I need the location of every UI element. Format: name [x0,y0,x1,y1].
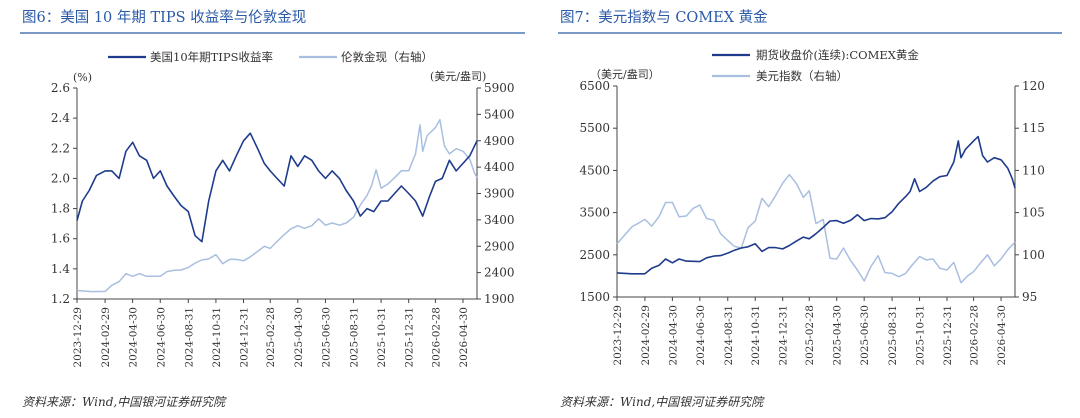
right-chart-series [616,135,1016,284]
right-chart-x-tick-label: 2024-08-31 [723,305,735,366]
right-chart-left-tick-label: 1500 [579,290,610,304]
left-chart-x-tick-label: 2025-10-31 [376,307,388,368]
left-chart-series-line-secondary [76,118,478,293]
left-chart-left-tick-label: 2.4 [51,111,70,125]
right-chart-x-tick-label: 2024-10-31 [750,305,762,366]
left-chart-right-tick-label: 2400 [484,266,515,280]
left-chart-left-tick-label: 1.4 [51,262,70,276]
right-chart-right-tick-label: 95 [1022,290,1037,304]
left-chart-left-tick-label: 2.2 [51,141,70,155]
left-chart-x-tick-label: 2024-06-30 [155,307,167,368]
right-chart-x-tick-label: 2025-12-31 [942,305,954,366]
left-chart-x-tick-label: 2026-02-28 [430,307,442,368]
right-legend: 期货收盘价(连续):COMEX黄金 美元指数（右轴） [712,48,919,83]
right-chart-x-tick-label: 2024-06-30 [695,305,707,366]
right-chart-panel: 图7：美元指数与 COMEX 黄金 期货收盘价(连续):COMEX黄金 美元指数… [558,9,1062,409]
right-chart-x-tick-label: 2026-02-28 [969,305,981,366]
left-chart-x-tick-label: 2024-04-30 [128,307,140,368]
right-chart-x-tick-label: 2025-10-31 [915,305,927,366]
right-chart-title: 图7：美元指数与 COMEX 黄金 [560,9,768,26]
left-chart-left-tick-label: 1.6 [51,232,70,246]
left-chart-series [76,118,478,293]
left-y-unit-label: (%) [73,71,92,84]
left-source-note: 资料来源：Wind,中国银河证券研究院 [22,395,227,409]
right-chart-left-tick-label: 5500 [579,121,610,135]
left-chart-left-tick-label: 2.0 [51,171,70,185]
left-chart-x-tick-label: 2023-12-29 [72,307,84,368]
left-chart-x-tick-label: 2025-04-30 [293,307,305,368]
left-chart-axes: 1.2 1.4 1.6 1.8 2.0 2.2 2.4 2.6 1900 2400 2900 3400… [51,81,515,368]
right-y-unit-label: (美元/盎司) [430,69,486,83]
left-legend: 美国10年期TIPS收益率 伦敦金现（右轴） [108,50,433,64]
right-chart-left-tick-label: 4500 [579,163,610,177]
left-chart-right-tick-label: 3900 [484,187,515,201]
right-legend-label-dxy: 美元指数（右轴） [756,69,848,83]
left-chart-right-tick-label: 1900 [484,292,515,306]
right-chart-right-tick-label: 115 [1022,121,1045,135]
left-chart-title: 图6：美国 10 年期 TIPS 收益率与伦敦金现 [22,9,306,26]
right-legend-label-comex: 期货收盘价(连续):COMEX黄金 [756,48,919,62]
left-chart-panel: 图6：美国 10 年期 TIPS 收益率与伦敦金现 美国10年期TIPS收益率 … [20,9,525,409]
left-chart-right-tick-label: 4400 [484,160,515,174]
right-chart-x-tick-label: 2024-02-29 [640,305,652,366]
left-chart-x-tick-label: 2024-02-29 [100,307,112,368]
left-chart-right-tick-label: 5400 [484,107,515,121]
right-chart-x-tick-label: 2025-06-30 [859,305,871,366]
left-chart-x-tick-label: 2025-02-28 [265,307,277,368]
left-chart-right-tick-label: 4900 [484,134,515,148]
left-chart-left-tick-label: 1.8 [51,202,70,216]
left-chart-left-tick-label: 1.2 [51,292,70,306]
left-chart-series-line-primary [76,132,478,243]
right-chart-x-tick-label: 2025-04-30 [832,305,844,366]
right-chart-x-tick-label: 2023-12-29 [612,305,624,366]
right-chart-x-tick-label: 2026-04-30 [996,305,1008,366]
left-chart-x-tick-label: 2024-08-31 [183,307,195,368]
right-chart-y-unit-label: （美元/盎司） [590,67,660,81]
right-source-note: 资料来源：Wind,中国银河证券研究院 [560,395,765,409]
right-chart-right-tick-label: 100 [1022,248,1045,262]
right-chart-x-tick-label: 2024-04-30 [667,305,679,366]
right-chart-right-tick-label: 105 [1022,206,1045,220]
right-chart-series-line-secondary [616,173,1016,284]
left-chart-right-tick-label: 5900 [484,81,515,95]
right-chart-series-line-primary [616,135,1016,275]
left-legend-label-gold: 伦敦金现（右轴） [341,50,433,64]
left-legend-label-tips: 美国10年期TIPS收益率 [150,50,273,64]
left-chart-x-tick-label: 2024-12-31 [239,307,251,368]
right-chart-x-tick-label: 2025-02-28 [804,305,816,366]
left-chart-x-tick-label: 2025-06-30 [320,307,332,368]
right-chart-axes: 1500 2500 3500 4500 5500 6500 95 100 105 110 115 12… [579,79,1044,366]
left-chart-x-tick-label: 2026-04-30 [458,307,470,368]
right-chart-left-tick-label: 6500 [579,79,610,93]
left-chart-x-tick-label: 2024-10-31 [211,307,223,368]
right-chart-left-tick-label: 2500 [579,248,610,262]
right-chart-right-tick-label: 110 [1022,163,1045,177]
right-chart-x-tick-label: 2024-12-31 [778,305,790,366]
right-chart-right-tick-label: 120 [1022,79,1045,93]
right-chart-left-tick-label: 3500 [579,206,610,220]
left-chart-right-tick-label: 2900 [484,239,515,253]
right-chart-x-tick-label: 2025-08-31 [887,305,899,366]
left-chart-x-tick-label: 2025-08-31 [348,307,360,368]
left-chart-x-tick-label: 2025-12-31 [404,307,416,368]
left-chart-left-tick-label: 2.6 [51,81,70,95]
left-chart-right-tick-label: 3400 [484,213,515,227]
